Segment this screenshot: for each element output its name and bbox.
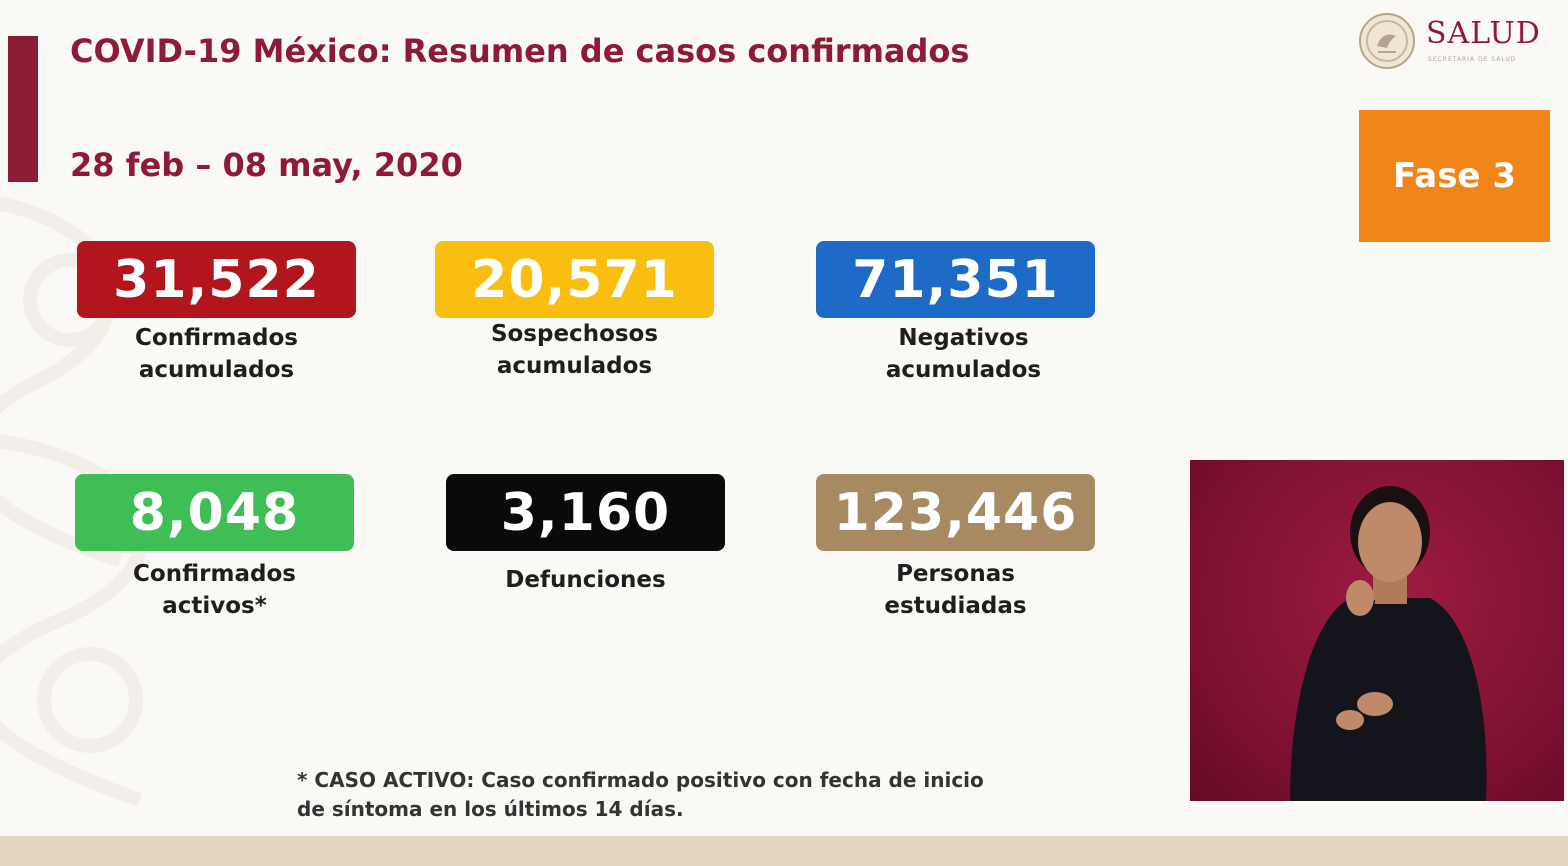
negative-cumulative-value: 71,351 xyxy=(816,241,1095,318)
people-studied-value: 123,446 xyxy=(816,474,1095,551)
logo-subtitle: SECRETARÍA DE SALUD xyxy=(1428,56,1517,63)
logo-text: SALUD xyxy=(1426,16,1541,51)
title-accent-bar xyxy=(8,36,38,182)
negative-cumulative-label-line2: acumulados xyxy=(885,357,1042,383)
people-studied-label: Personas estudiadas xyxy=(816,558,1095,622)
suspected-cumulative-label-line2: acumulados xyxy=(496,353,653,379)
phase-badge: Fase 3 xyxy=(1359,110,1550,242)
mexico-coat-of-arms-seal-icon xyxy=(1359,13,1415,69)
footer-band xyxy=(0,836,1568,866)
confirmed-cumulative-label-line2: acumulados xyxy=(138,357,295,383)
confirmed-cumulative-label: Confirmados acumulados xyxy=(77,322,356,386)
deaths-label-line1: Defunciones xyxy=(505,567,666,593)
active-confirmed-label-line1: Confirmados xyxy=(133,561,296,587)
suspected-cumulative-label: Sospechosos acumulados xyxy=(435,318,714,382)
salud-logo: SALUD SECRETARÍA DE SALUD xyxy=(1358,12,1558,72)
people-studied-label-line1: Personas xyxy=(896,561,1015,587)
confirmed-cumulative-value: 31,522 xyxy=(77,241,356,318)
confirmed-cumulative-label-line1: Confirmados xyxy=(135,325,298,351)
suspected-cumulative-label-line1: Sospechosos xyxy=(490,321,659,347)
footnote-line1: * CASO ACTIVO: Caso confirmado positivo … xyxy=(297,768,984,792)
negative-cumulative-label: Negativos acumulados xyxy=(824,322,1103,386)
suspected-cumulative-value: 20,571 xyxy=(435,241,714,318)
interpreter-figure xyxy=(1290,486,1487,801)
footnote-line2: de síntoma en los últimos 14 días. xyxy=(297,797,684,821)
active-case-footnote: * CASO ACTIVO: Caso confirmado positivo … xyxy=(297,766,1087,824)
page-title: COVID-19 México: Resumen de casos confir… xyxy=(70,32,970,70)
date-range: 28 feb – 08 may, 2020 xyxy=(70,146,463,184)
negative-cumulative-label-line1: Negativos xyxy=(898,325,1029,351)
deaths-value: 3,160 xyxy=(446,474,725,551)
active-confirmed-value: 8,048 xyxy=(75,474,354,551)
active-confirmed-label: Confirmados activos* xyxy=(75,558,354,622)
deaths-label: Defunciones xyxy=(446,564,725,596)
sign-language-interpreter-video xyxy=(1190,460,1564,801)
people-studied-label-line2: estudiadas xyxy=(884,593,1027,619)
active-confirmed-label-line2: activos* xyxy=(162,593,267,619)
